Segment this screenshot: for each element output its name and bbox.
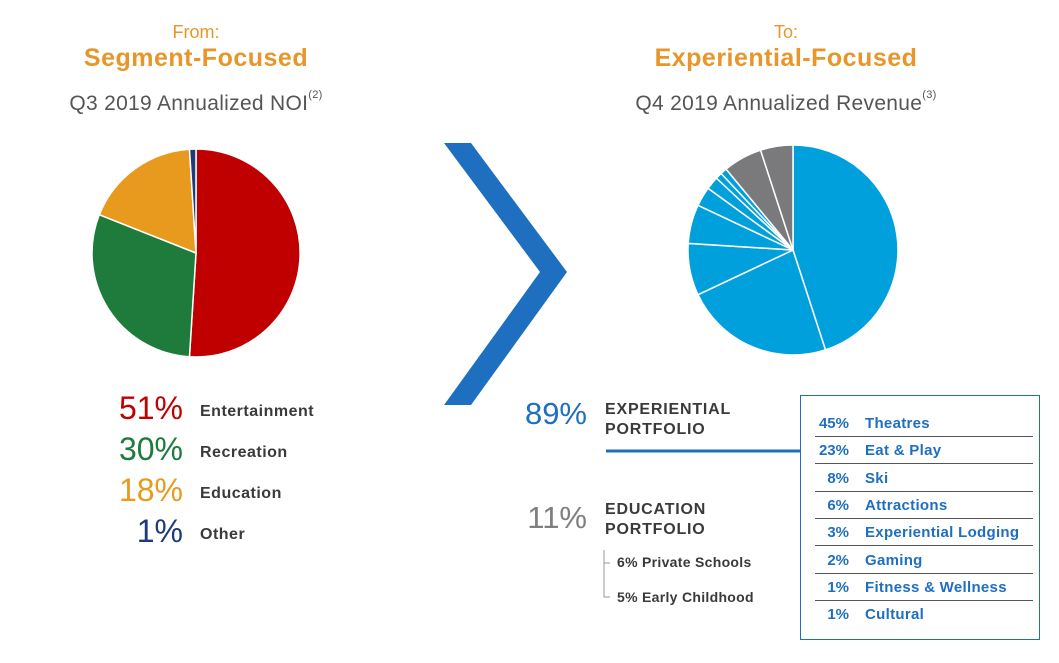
pie-slice-recreation xyxy=(91,213,197,358)
experiential-item-row: 1% Fitness & Wellness xyxy=(801,574,1033,601)
legend-label: Recreation xyxy=(200,444,288,461)
left-subtitle: Q3 2019 Annualized NOI(2) xyxy=(69,89,323,115)
pie-slice-eat-play xyxy=(696,248,827,356)
legend-pct: 30% xyxy=(118,431,183,467)
legend-pct: 1% xyxy=(136,513,183,549)
education-pct: 11% xyxy=(527,500,587,535)
experiential-item-row: 8% Ski xyxy=(801,465,1033,492)
experiential-label: EXPERIENTIAL PORTFOLIO xyxy=(605,401,732,438)
experiential-item-pct: 1% xyxy=(827,606,849,624)
chevron-arrow-icon xyxy=(444,143,567,405)
experiential-pct: 89% xyxy=(524,396,587,431)
legend-label: Entertainment xyxy=(200,403,315,420)
experiential-item-pct: 1% xyxy=(827,578,849,596)
experiential-item-name: Theatres xyxy=(865,415,930,432)
education-item-private-schools: 6% Private Schools xyxy=(617,554,752,570)
revenue-pie-chart xyxy=(687,144,899,356)
left-heading: Segment-Focused xyxy=(83,44,309,72)
legend-pct: 18% xyxy=(118,472,183,508)
pie-slice-early-childhood xyxy=(759,144,794,251)
experiential-item-name: Attractions xyxy=(865,496,948,514)
experiential-item-row: 45% Theatres xyxy=(801,410,1033,437)
experiential-item-name: Eat & Play xyxy=(865,442,942,460)
noi-pie-chart xyxy=(91,148,301,358)
experiential-item-row: 23% Eat & Play xyxy=(801,437,1033,465)
experiential-item-name: Ski xyxy=(865,469,889,487)
experiential-item-row: 3% Experiential Lodging xyxy=(801,519,1033,547)
experiential-item-pct: 6% xyxy=(827,496,849,514)
pie-slice-education xyxy=(98,148,197,255)
right-subtitle: Q4 2019 Annualized Revenue(3) xyxy=(635,89,937,115)
experiential-item-name: Experiential Lodging xyxy=(865,524,1020,542)
pie-slice-entertainment xyxy=(188,148,301,358)
experiential-item-pct: 2% xyxy=(827,551,849,569)
experiential-item-name: Gaming xyxy=(865,551,923,569)
education-bracket xyxy=(603,550,610,598)
experiential-item-name: Cultural xyxy=(865,606,925,624)
experiential-breakdown-box: 45% Theatres 23% Eat & Play 8% Ski 6% Attractio… xyxy=(800,395,1040,640)
experiential-item-pct: 45% xyxy=(818,415,849,432)
experiential-item-pct: 8% xyxy=(827,469,849,487)
education-item-early-childhood: 5% Early Childhood xyxy=(617,589,754,605)
right-heading: Experiential-Focused xyxy=(654,44,918,72)
legend-label: Other xyxy=(200,526,246,543)
education-label: EDUCATION PORTFOLIO xyxy=(605,501,707,538)
experiential-item-name: Fitness & Wellness xyxy=(865,578,1007,596)
pie-slice-other xyxy=(188,148,197,254)
from-label: From: xyxy=(172,22,220,42)
experiential-item-pct: 3% xyxy=(827,524,849,542)
experiential-item-pct: 23% xyxy=(818,442,849,460)
experiential-item-row: 2% Gaming xyxy=(801,547,1033,574)
experiential-item-row: 6% Attractions xyxy=(801,492,1033,519)
legend-pct: 51% xyxy=(118,390,183,426)
pie-slice-theatres xyxy=(792,144,899,351)
experiential-item-row: 1% Cultural xyxy=(801,601,1033,628)
to-label: To: xyxy=(773,22,798,42)
legend-label: Education xyxy=(200,485,282,502)
